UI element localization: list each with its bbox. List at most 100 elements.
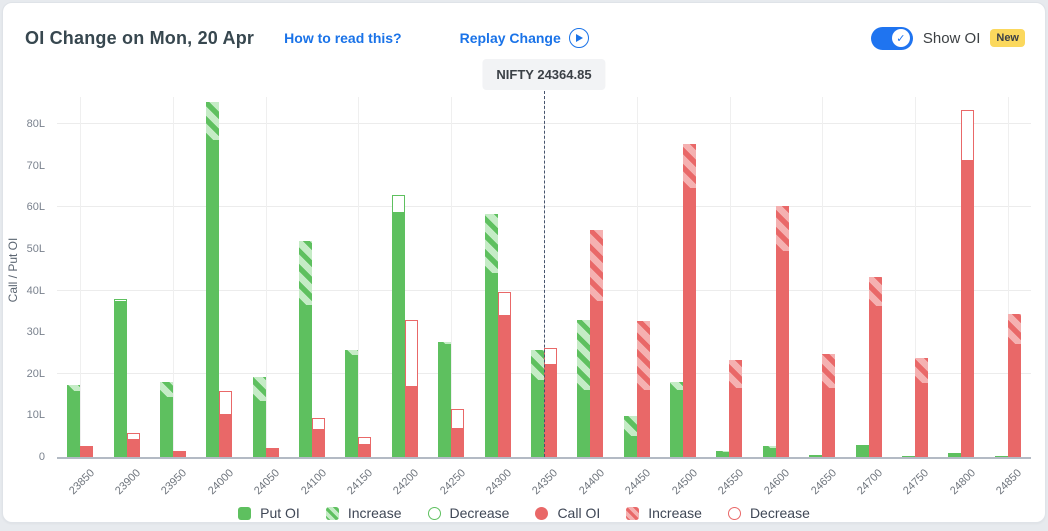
call-oi-bar-24850[interactable] bbox=[1007, 314, 1021, 457]
put-solid-segment bbox=[716, 452, 730, 457]
y-tick-label: 60L bbox=[26, 201, 45, 214]
put-oi-bar-24200[interactable] bbox=[391, 194, 405, 457]
call-oi-bar-23900[interactable] bbox=[126, 433, 140, 457]
put-oi-bar-24400[interactable] bbox=[577, 320, 591, 457]
put-inc-segment bbox=[438, 342, 452, 344]
put-oi-bar-24550[interactable] bbox=[716, 450, 730, 457]
put-oi-bar-23900[interactable] bbox=[113, 298, 127, 457]
put-solid-segment bbox=[948, 453, 962, 457]
put-oi-bar-24150[interactable] bbox=[345, 350, 359, 457]
legend-item-put-increase[interactable]: Increase bbox=[325, 505, 402, 521]
put-oi-bar-24300[interactable] bbox=[484, 213, 498, 457]
x-tick-label: 24700 bbox=[855, 467, 886, 498]
put-oi-bar-24850[interactable] bbox=[994, 455, 1008, 457]
call-inc-segment bbox=[1007, 314, 1021, 344]
put-solid-segment bbox=[901, 455, 915, 457]
call-oi-bar-24800[interactable] bbox=[961, 109, 975, 457]
call-dec-segment bbox=[961, 109, 975, 162]
call-oi-bar-24250[interactable] bbox=[451, 409, 465, 457]
call-solid-segment bbox=[590, 301, 604, 457]
replay-play-icon[interactable] bbox=[568, 28, 589, 48]
put-inc-segment bbox=[577, 320, 591, 390]
call-solid-segment bbox=[219, 414, 233, 457]
call-oi-bar-24450[interactable] bbox=[636, 321, 650, 457]
put-oi-bar-24000[interactable] bbox=[206, 101, 220, 457]
toggle-check-icon: ✓ bbox=[891, 29, 910, 47]
call-solid-segment bbox=[497, 316, 511, 457]
legend-item-put-oi[interactable]: Put OI bbox=[238, 505, 300, 521]
how-to-read-link[interactable]: How to read this? bbox=[284, 30, 402, 46]
call-oi-bar-24700[interactable] bbox=[868, 276, 882, 457]
put-oi-bar-24700[interactable] bbox=[855, 444, 869, 457]
bar-group-24300 bbox=[474, 97, 520, 457]
y-axis: 0 10L 20L 30L 40L 50L 60L 70L 80L bbox=[3, 97, 47, 463]
call-dec-segment bbox=[497, 291, 511, 317]
put-inc-segment bbox=[762, 446, 776, 448]
v-gridline bbox=[265, 97, 267, 457]
show-oi-toggle[interactable]: ✓ bbox=[870, 26, 913, 50]
call-inc-segment bbox=[636, 321, 650, 390]
call-oi-bar-24650[interactable] bbox=[822, 354, 836, 457]
legend-item-call-decrease[interactable]: Decrease bbox=[727, 505, 810, 521]
call-oi-bar-24500[interactable] bbox=[683, 144, 697, 457]
bar-group-24000 bbox=[196, 97, 242, 457]
put-oi-solid-icon bbox=[238, 506, 252, 520]
call-oi-bar-24750[interactable] bbox=[914, 358, 928, 457]
call-solid-segment bbox=[914, 383, 928, 457]
call-oi-bar-24200[interactable] bbox=[404, 320, 418, 457]
put-oi-bar-24250[interactable] bbox=[438, 342, 452, 457]
put-inc-segment bbox=[206, 101, 220, 141]
put-oi-bar-24450[interactable] bbox=[623, 415, 637, 457]
put-oi-bar-24800[interactable] bbox=[948, 453, 962, 457]
call-oi-bar-24400[interactable] bbox=[590, 229, 604, 457]
put-oi-bar-24600[interactable] bbox=[762, 446, 776, 457]
put-solid-segment bbox=[206, 140, 220, 457]
put-solid-segment bbox=[345, 354, 359, 457]
put-oi-bar-23850[interactable] bbox=[67, 385, 81, 457]
put-oi-bar-23950[interactable] bbox=[159, 381, 173, 457]
put-dec-segment bbox=[391, 194, 405, 214]
legend-item-call-oi[interactable]: Call OI bbox=[535, 505, 600, 521]
bar-group-24500 bbox=[660, 97, 706, 457]
x-tick-label: 23850 bbox=[66, 467, 97, 498]
legend-item-put-decrease[interactable]: Decrease bbox=[427, 505, 509, 521]
call-solid-segment bbox=[683, 188, 697, 457]
call-oi-bar-24050[interactable] bbox=[265, 447, 279, 457]
put-oi-bar-24350[interactable] bbox=[530, 350, 544, 457]
legend: Put OI Increase Decrease Call OI Increas… bbox=[3, 505, 1045, 521]
v-gridline bbox=[915, 97, 917, 457]
call-solid-segment bbox=[312, 430, 326, 457]
y-tick-label: 10L bbox=[26, 409, 45, 422]
call-oi-bar-24550[interactable] bbox=[729, 360, 743, 457]
v-gridline bbox=[1007, 97, 1009, 457]
replay-change-link[interactable]: Replay Change bbox=[459, 30, 561, 46]
put-oi-bar-24500[interactable] bbox=[670, 381, 684, 457]
call-oi-bar-24350[interactable] bbox=[543, 348, 557, 457]
call-dec-segment bbox=[451, 409, 465, 429]
call-oi-bar-24300[interactable] bbox=[497, 291, 511, 457]
call-oi-bar-24100[interactable] bbox=[312, 417, 326, 457]
x-tick-label: 24550 bbox=[715, 467, 747, 498]
call-dec-segment bbox=[265, 447, 279, 451]
call-oi-bar-24150[interactable] bbox=[358, 437, 372, 457]
call-increase-hatch-icon bbox=[626, 506, 640, 520]
put-solid-segment bbox=[438, 343, 452, 457]
put-oi-bar-24750[interactable] bbox=[901, 455, 915, 457]
call-solid-segment bbox=[775, 251, 789, 457]
call-inc-segment bbox=[868, 276, 882, 306]
call-inc-segment bbox=[914, 358, 928, 384]
put-dec-segment bbox=[113, 298, 127, 303]
put-solid-segment bbox=[113, 302, 127, 457]
call-oi-bar-23950[interactable] bbox=[172, 451, 186, 457]
call-oi-bar-24000[interactable] bbox=[219, 390, 233, 457]
put-oi-bar-24050[interactable] bbox=[252, 376, 266, 457]
put-inc-segment bbox=[252, 376, 266, 401]
bar-group-24150 bbox=[335, 97, 381, 457]
call-solid-segment bbox=[404, 387, 418, 457]
y-tick-label: 0 bbox=[38, 451, 45, 463]
call-oi-bar-24600[interactable] bbox=[775, 206, 789, 457]
put-oi-bar-24650[interactable] bbox=[809, 455, 823, 457]
legend-item-call-increase[interactable]: Increase bbox=[626, 505, 702, 521]
put-oi-bar-24100[interactable] bbox=[299, 240, 313, 457]
call-oi-bar-23850[interactable] bbox=[80, 446, 94, 457]
